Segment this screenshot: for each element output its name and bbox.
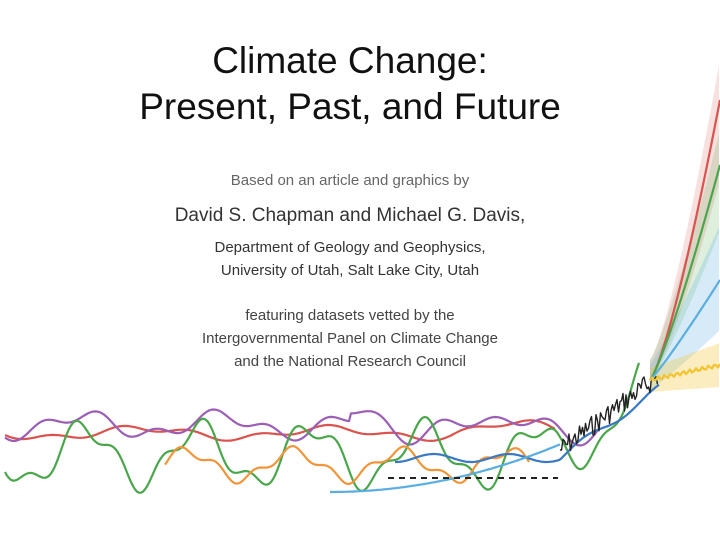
blue-projection-band xyxy=(650,227,719,390)
lightblue-temperature-curve xyxy=(330,443,561,494)
authors-text: David S. Chapman and Michael G. Davis, xyxy=(174,205,526,226)
yellow-projection-line xyxy=(649,363,720,382)
red-temperature-curve xyxy=(4,419,556,442)
red-projection-band xyxy=(650,65,719,380)
featuring-line-1: featuring datasets vetted by the xyxy=(245,307,455,324)
featuring-line-3: and the National Research Council xyxy=(234,353,466,370)
slide-title: Climate Change: Present, Past, and Futur… xyxy=(0,38,700,130)
green-projection-band xyxy=(650,133,719,380)
department-text: Department of Geology and Geophysics, Un… xyxy=(0,236,700,282)
temperature-curves xyxy=(4,99,720,494)
department-line-2: University of Utah, Salt Lake City, Utah xyxy=(220,262,480,279)
yellow-projection-band xyxy=(650,343,719,392)
black-instrumental-curve xyxy=(559,376,659,452)
green-temperature-curve xyxy=(4,362,641,494)
blue-projection-line xyxy=(649,279,720,381)
title-line-1: Climate Change: xyxy=(212,40,488,81)
purple-temperature-curve xyxy=(4,408,600,447)
title-line-2: Present, Past, and Future xyxy=(139,86,561,127)
department-line-1: Department of Geology and Geophysics, xyxy=(214,239,486,256)
green-projection-line xyxy=(649,164,720,381)
featuring-line-2: Intergovernmental Panel on Climate Chang… xyxy=(201,330,498,347)
projection-uncertainty-bands xyxy=(650,65,719,392)
featuring-text: featuring datasets vetted by the Intergo… xyxy=(0,304,700,373)
intro-text: Based on an article and graphics by xyxy=(230,172,470,189)
orange-temperature-curve xyxy=(164,445,530,485)
